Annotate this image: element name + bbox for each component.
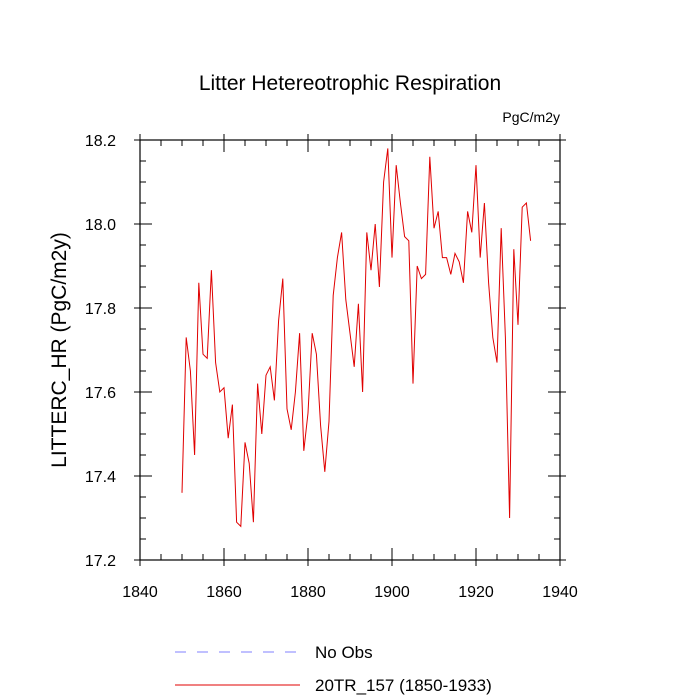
y-tick-label: 18.2 (85, 133, 116, 150)
x-tick-label: 1840 (122, 584, 158, 601)
y-tick-label: 17.2 (85, 553, 116, 570)
series-line (181, 148, 532, 528)
series-layer (181, 148, 532, 528)
chart-title: Litter Hetereotrophic Respiration (199, 72, 501, 95)
y-tick-label: 18.0 (85, 217, 116, 234)
y-axis-label: LITTERC_HR (PgC/m2y) (48, 232, 71, 468)
legend-label: 20TR_157 (1850-1933) (315, 676, 492, 695)
axis-ticks (134, 134, 566, 566)
y-tick-label: 17.6 (85, 385, 116, 402)
x-tick-label: 1860 (206, 584, 242, 601)
legend: No Obs 20TR_157 (1850-1933) (175, 643, 492, 695)
x-tick-label: 1880 (290, 584, 326, 601)
y-tick-label: 17.8 (85, 301, 116, 318)
units-label: PgC/m2y (502, 109, 560, 125)
x-tick-label: 1940 (542, 584, 578, 601)
legend-label: No Obs (315, 643, 373, 662)
y-tick-label: 17.4 (85, 469, 116, 486)
x-tick-label: 1920 (458, 584, 494, 601)
x-tick-label: 1900 (374, 584, 410, 601)
axis-tick-labels: 1840 1860 1880 1900 1920 1940 17.2 17.4 17.6 17.8… (85, 133, 578, 601)
